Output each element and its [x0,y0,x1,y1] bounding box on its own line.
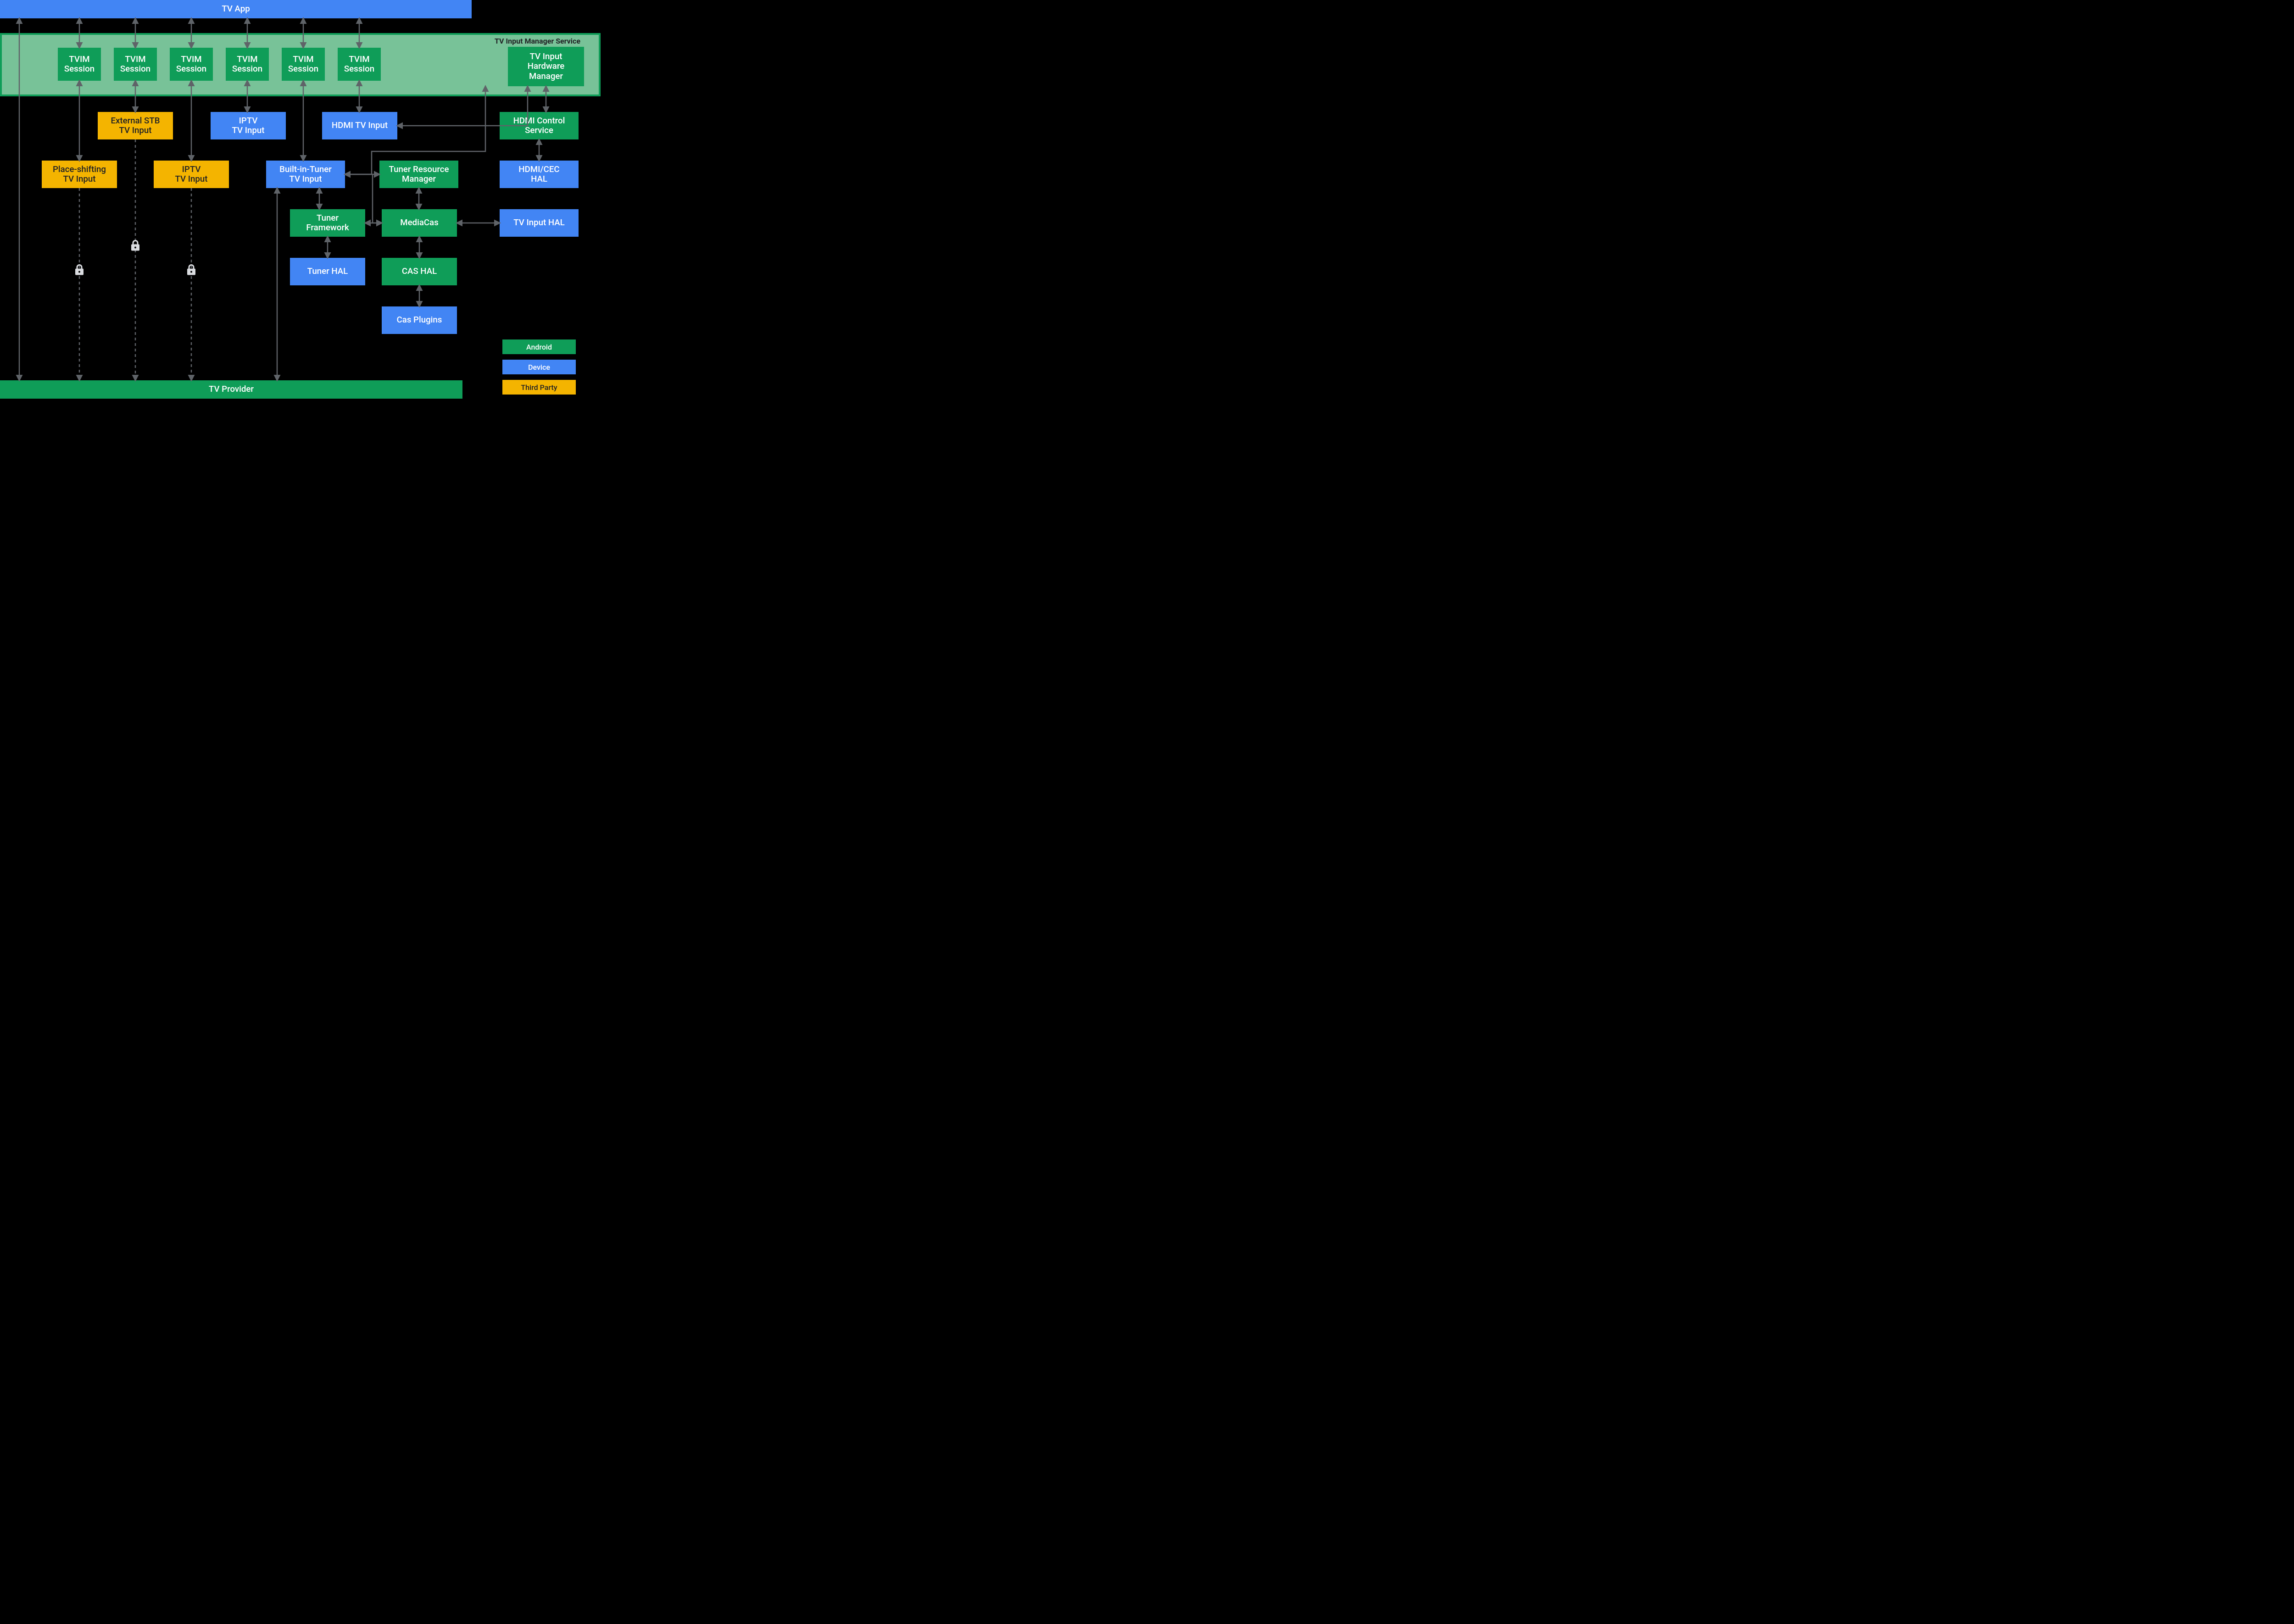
tvim4: TVIM Session [226,48,269,81]
diagram-stage: TV Input Manager Service TV App TVIM Sessi… [0,0,601,408]
tv-provider: TV Provider [0,380,462,399]
cas-hal-label: CAS HAL [402,267,437,276]
tvihm: TV Input Hardware Manager [508,47,584,86]
tvim6-label: TVIM Session [344,55,374,74]
iptv-dev: IPTV TV Input [211,112,286,139]
iptv-dev-label: IPTV TV Input [232,116,265,136]
tvim5: TVIM Session [282,48,325,81]
tv-app-label: TV App [222,4,250,14]
tuner-fw: Tuner Framework [290,209,365,237]
lock-icon [75,265,84,275]
lock-icon [187,265,195,275]
tvim4-label: TVIM Session [232,55,262,74]
tvinput-hal-label: TV Input HAL [513,218,564,228]
mediacas: MediaCas [382,209,457,237]
cas-plugins: Cas Plugins [382,306,457,334]
legend-label: Android [526,343,552,351]
bit-label: Built-in-Tuner TV Input [279,165,332,184]
tims-region-label: TV Input Manager Service [495,37,580,45]
ext-stb: External STB TV Input [98,112,173,139]
bit: Built-in-Tuner TV Input [266,161,345,188]
tvim2: TVIM Session [114,48,157,81]
hdmi-ctrl-label: HDMI Control Service [513,116,565,136]
tvim6: TVIM Session [338,48,381,81]
iptv-3p-label: IPTV TV Input [175,165,208,184]
cas-hal: CAS HAL [382,258,457,285]
tvim5-label: TVIM Session [288,55,318,74]
tuner-fw-label: Tuner Framework [306,213,349,233]
hdmi-tv-label: HDMI TV Input [332,121,388,130]
tvihm-label: TV Input Hardware Manager [528,52,565,81]
iptv-3p: IPTV TV Input [154,161,229,188]
ext-stb-label: External STB TV Input [111,116,160,136]
trm-label: Tuner Resource Manager [389,165,449,184]
place-shift-label: Place-shifting TV Input [53,165,106,184]
trm: Tuner Resource Manager [379,161,458,188]
legend-third-party: Third Party [502,380,576,395]
tuner-hal: Tuner HAL [290,258,365,285]
tv-app: TV App [0,0,472,18]
hdmi-tv: HDMI TV Input [322,112,397,139]
tvim3: TVIM Session [170,48,213,81]
tvim2-label: TVIM Session [120,55,150,74]
tuner-hal-label: Tuner HAL [307,267,348,276]
tvim1: TVIM Session [58,48,101,81]
tvinput-hal: TV Input HAL [500,209,579,237]
tv-provider-label: TV Provider [209,384,254,394]
mediacas-label: MediaCas [400,218,438,228]
hdmi-ctrl: HDMI Control Service [500,112,579,139]
legend-android: Android [502,339,576,354]
hdmi-cec-label: HDMI/CEC HAL [518,165,559,184]
legend-device: Device [502,360,576,374]
legend-label: Device [528,363,550,372]
cas-plugins-label: Cas Plugins [397,315,442,325]
tvim1-label: TVIM Session [64,55,95,74]
place-shift: Place-shifting TV Input [42,161,117,188]
tvim3-label: TVIM Session [176,55,206,74]
legend-label: Third Party [521,383,557,392]
lock-icon [131,241,139,251]
hdmi-cec: HDMI/CEC HAL [500,161,579,188]
